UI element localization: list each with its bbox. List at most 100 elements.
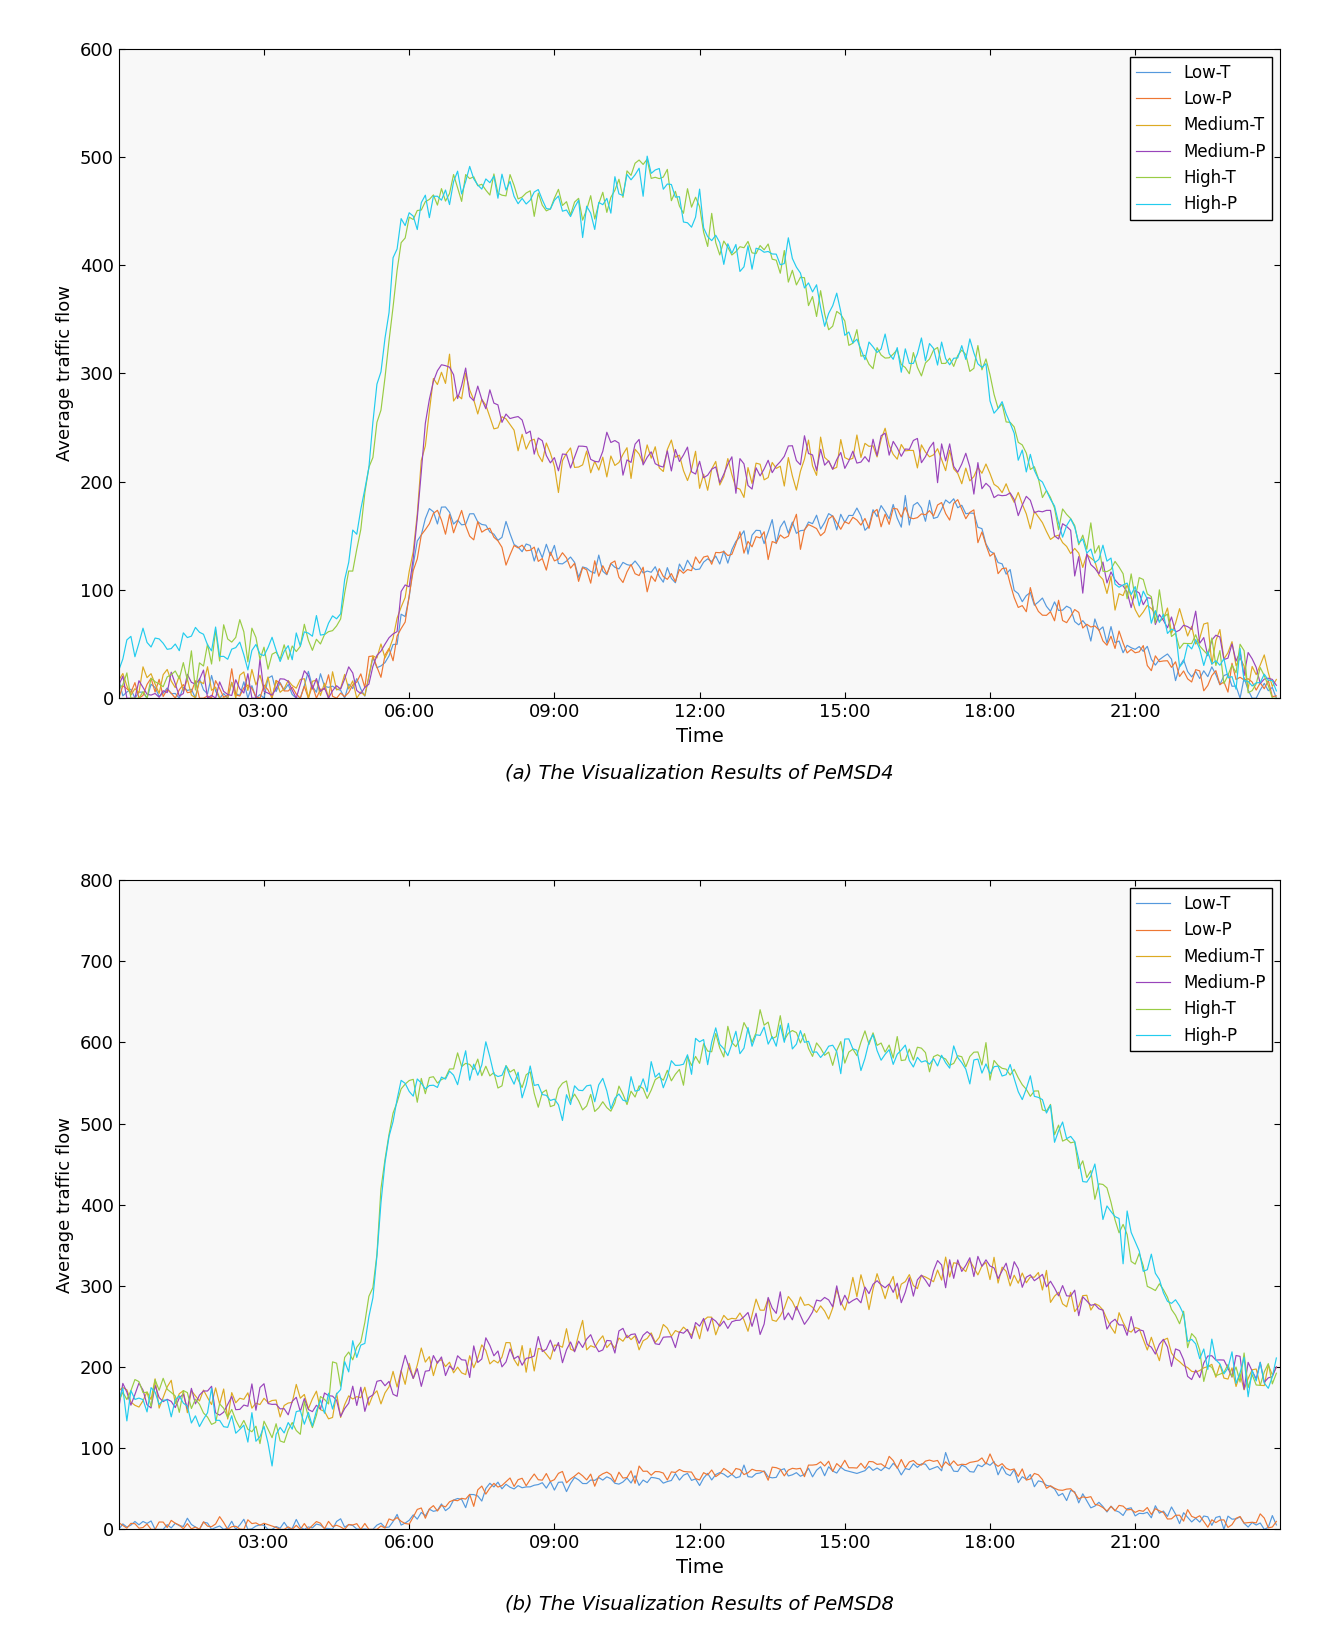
Medium-T [1090, 565, 1106, 584]
Low-P [1090, 1495, 1106, 1515]
Medium-T [111, 670, 127, 690]
Medium-T [1269, 1357, 1284, 1376]
Medium-T [937, 1248, 953, 1267]
High-T [1269, 1363, 1284, 1383]
Line: High-T: High-T [119, 159, 1276, 698]
Line: Medium-P: Medium-P [119, 1256, 1276, 1417]
Y-axis label: Average traffic flow: Average traffic flow [57, 285, 74, 462]
High-T [211, 1394, 227, 1414]
Medium-P [1139, 587, 1155, 607]
High-T [111, 1391, 127, 1411]
High-P [1139, 1259, 1155, 1279]
High-T [1139, 1277, 1155, 1297]
Medium-T [211, 688, 227, 708]
High-P [780, 1014, 796, 1033]
Medium-P [215, 682, 231, 701]
Low-P [1086, 617, 1102, 636]
Y-axis label: Average traffic flow: Average traffic flow [57, 1116, 74, 1293]
High-T [1090, 535, 1106, 555]
Medium-P [1111, 1315, 1127, 1334]
Medium-P [119, 688, 135, 708]
Low-P [982, 1445, 998, 1464]
Low-P [1107, 639, 1123, 659]
High-P [700, 1054, 715, 1074]
Low-T [1172, 1513, 1188, 1533]
High-T [123, 688, 139, 708]
Low-T [1139, 636, 1155, 656]
Medium-T [215, 688, 231, 708]
Low-P [111, 688, 127, 708]
Low-P [700, 1466, 715, 1485]
Line: Low-P: Low-P [119, 499, 1276, 698]
High-T [1139, 584, 1155, 604]
Low-P [950, 490, 966, 509]
Low-P [1135, 636, 1151, 656]
Line: High-T: High-T [119, 1010, 1276, 1443]
Medium-T [1090, 1295, 1106, 1315]
Low-T [898, 486, 913, 506]
High-T [1111, 1224, 1127, 1243]
High-T [752, 1001, 768, 1020]
Medium-T [700, 1308, 715, 1328]
Text: (b) The Visualization Results of PeMSD8: (b) The Visualization Results of PeMSD8 [506, 1594, 894, 1614]
High-P [1269, 682, 1284, 701]
Medium-P [433, 355, 449, 374]
Medium-P [1090, 565, 1106, 584]
Legend: Low-T, Low-P, Medium-T, Medium-P, High-T, High-P: Low-T, Low-P, Medium-T, Medium-P, High-T… [1130, 888, 1272, 1051]
Low-T [215, 683, 231, 703]
High-P [1176, 1305, 1192, 1324]
Low-T [211, 1516, 227, 1536]
High-T [1176, 1302, 1192, 1321]
Low-T [1269, 1515, 1284, 1534]
Medium-P [111, 1398, 127, 1417]
Medium-P [704, 459, 719, 478]
Line: Medium-P: Medium-P [119, 364, 1276, 698]
High-T [1090, 1175, 1106, 1194]
Medium-P [1269, 675, 1284, 695]
High-P [211, 1411, 227, 1430]
Low-T [1086, 1497, 1102, 1516]
Medium-P [211, 1406, 227, 1425]
Medium-T [1269, 670, 1284, 690]
High-P [264, 1456, 280, 1476]
High-P [1111, 1209, 1127, 1228]
High-P [1086, 553, 1102, 573]
Medium-P [970, 1246, 986, 1266]
Low-P [215, 1513, 231, 1533]
Medium-T [1176, 613, 1192, 633]
X-axis label: Time: Time [676, 1557, 723, 1577]
Low-T [1269, 688, 1284, 708]
Medium-P [1176, 1350, 1192, 1370]
Low-P [1172, 667, 1188, 687]
Low-T [700, 548, 715, 568]
High-P [111, 661, 127, 680]
High-P [1135, 581, 1151, 600]
Text: (a) The Visualization Results of PeMSD4: (a) The Visualization Results of PeMSD4 [506, 763, 894, 783]
High-P [1269, 1349, 1284, 1368]
High-T [111, 678, 127, 698]
Legend: Low-T, Low-P, Medium-T, Medium-P, High-T, High-P: Low-T, Low-P, Medium-T, Medium-P, High-T… [1130, 57, 1272, 220]
Low-T [127, 688, 143, 708]
High-P [211, 646, 227, 665]
Medium-T [1139, 1341, 1155, 1360]
Low-P [1269, 687, 1284, 706]
Medium-T [704, 459, 719, 478]
Medium-T [1111, 584, 1127, 604]
Low-P [1111, 1495, 1127, 1515]
Line: Low-T: Low-T [119, 1453, 1276, 1529]
Low-P [1139, 1498, 1155, 1518]
Line: Low-P: Low-P [119, 1455, 1276, 1529]
Medium-T [1176, 1355, 1192, 1375]
High-P [1107, 574, 1123, 594]
High-T [1269, 688, 1284, 708]
Medium-P [1090, 1298, 1106, 1318]
X-axis label: Time: Time [676, 727, 723, 745]
High-P [639, 146, 655, 166]
High-T [252, 1433, 268, 1453]
Low-P [1176, 1511, 1192, 1531]
Medium-T [211, 1394, 227, 1414]
Medium-T [1139, 595, 1155, 615]
Medium-T [111, 1381, 127, 1401]
Medium-P [1111, 574, 1127, 594]
Medium-P [700, 1321, 715, 1341]
